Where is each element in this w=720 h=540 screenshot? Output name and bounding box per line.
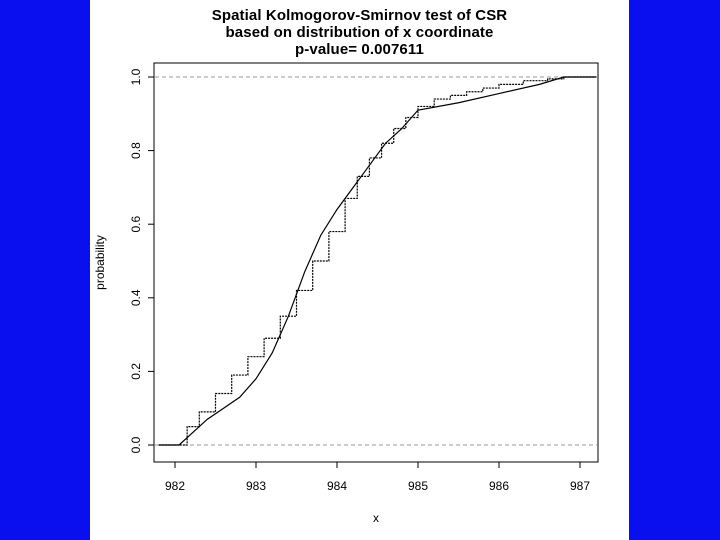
y-tick-label: 1.0 [129,68,143,85]
x-tick-label: 986 [489,479,509,493]
series-expected-line [158,76,597,446]
y-tick-label: 0.2 [129,363,143,380]
x-tick-label: 984 [327,479,347,493]
series-layer [158,76,597,446]
ks-cdf-chart: 982 983 984 985 986 987 0.00.20.40.60.81.0 x … [93,62,599,525]
x-axis: 982 983 984 985 986 987 [165,462,590,493]
x-tick-label: 985 [408,479,428,493]
chart-panel: Spatial Kolmogorov-Smirnov test of CSR b… [90,0,629,540]
chart-title-line-3: p-value= 0.007611 [295,41,424,58]
y-tick-label: 0.0 [129,436,143,453]
chart-title-line-2: based on distribution of x coordinate [225,24,494,41]
y-tick-label: 0.8 [129,142,143,159]
y-axis-label: probability [93,235,107,290]
y-tick-label: 0.6 [129,216,143,233]
reference-lines [155,76,597,446]
x-tick-label: 982 [165,479,185,493]
x-axis-label: x [373,511,379,525]
x-tick-label: 987 [570,479,590,493]
plot-frame [153,62,599,463]
y-tick-label: 0.4 [129,289,143,306]
y-axis: 0.0 0.2 0.4 0.6 0.8 1.0 [129,68,154,453]
x-tick-label: 983 [246,479,266,493]
chart-title-line-1: Spatial Kolmogorov-Smirnov test of CSR [211,7,508,24]
series-observed-line [158,76,597,446]
